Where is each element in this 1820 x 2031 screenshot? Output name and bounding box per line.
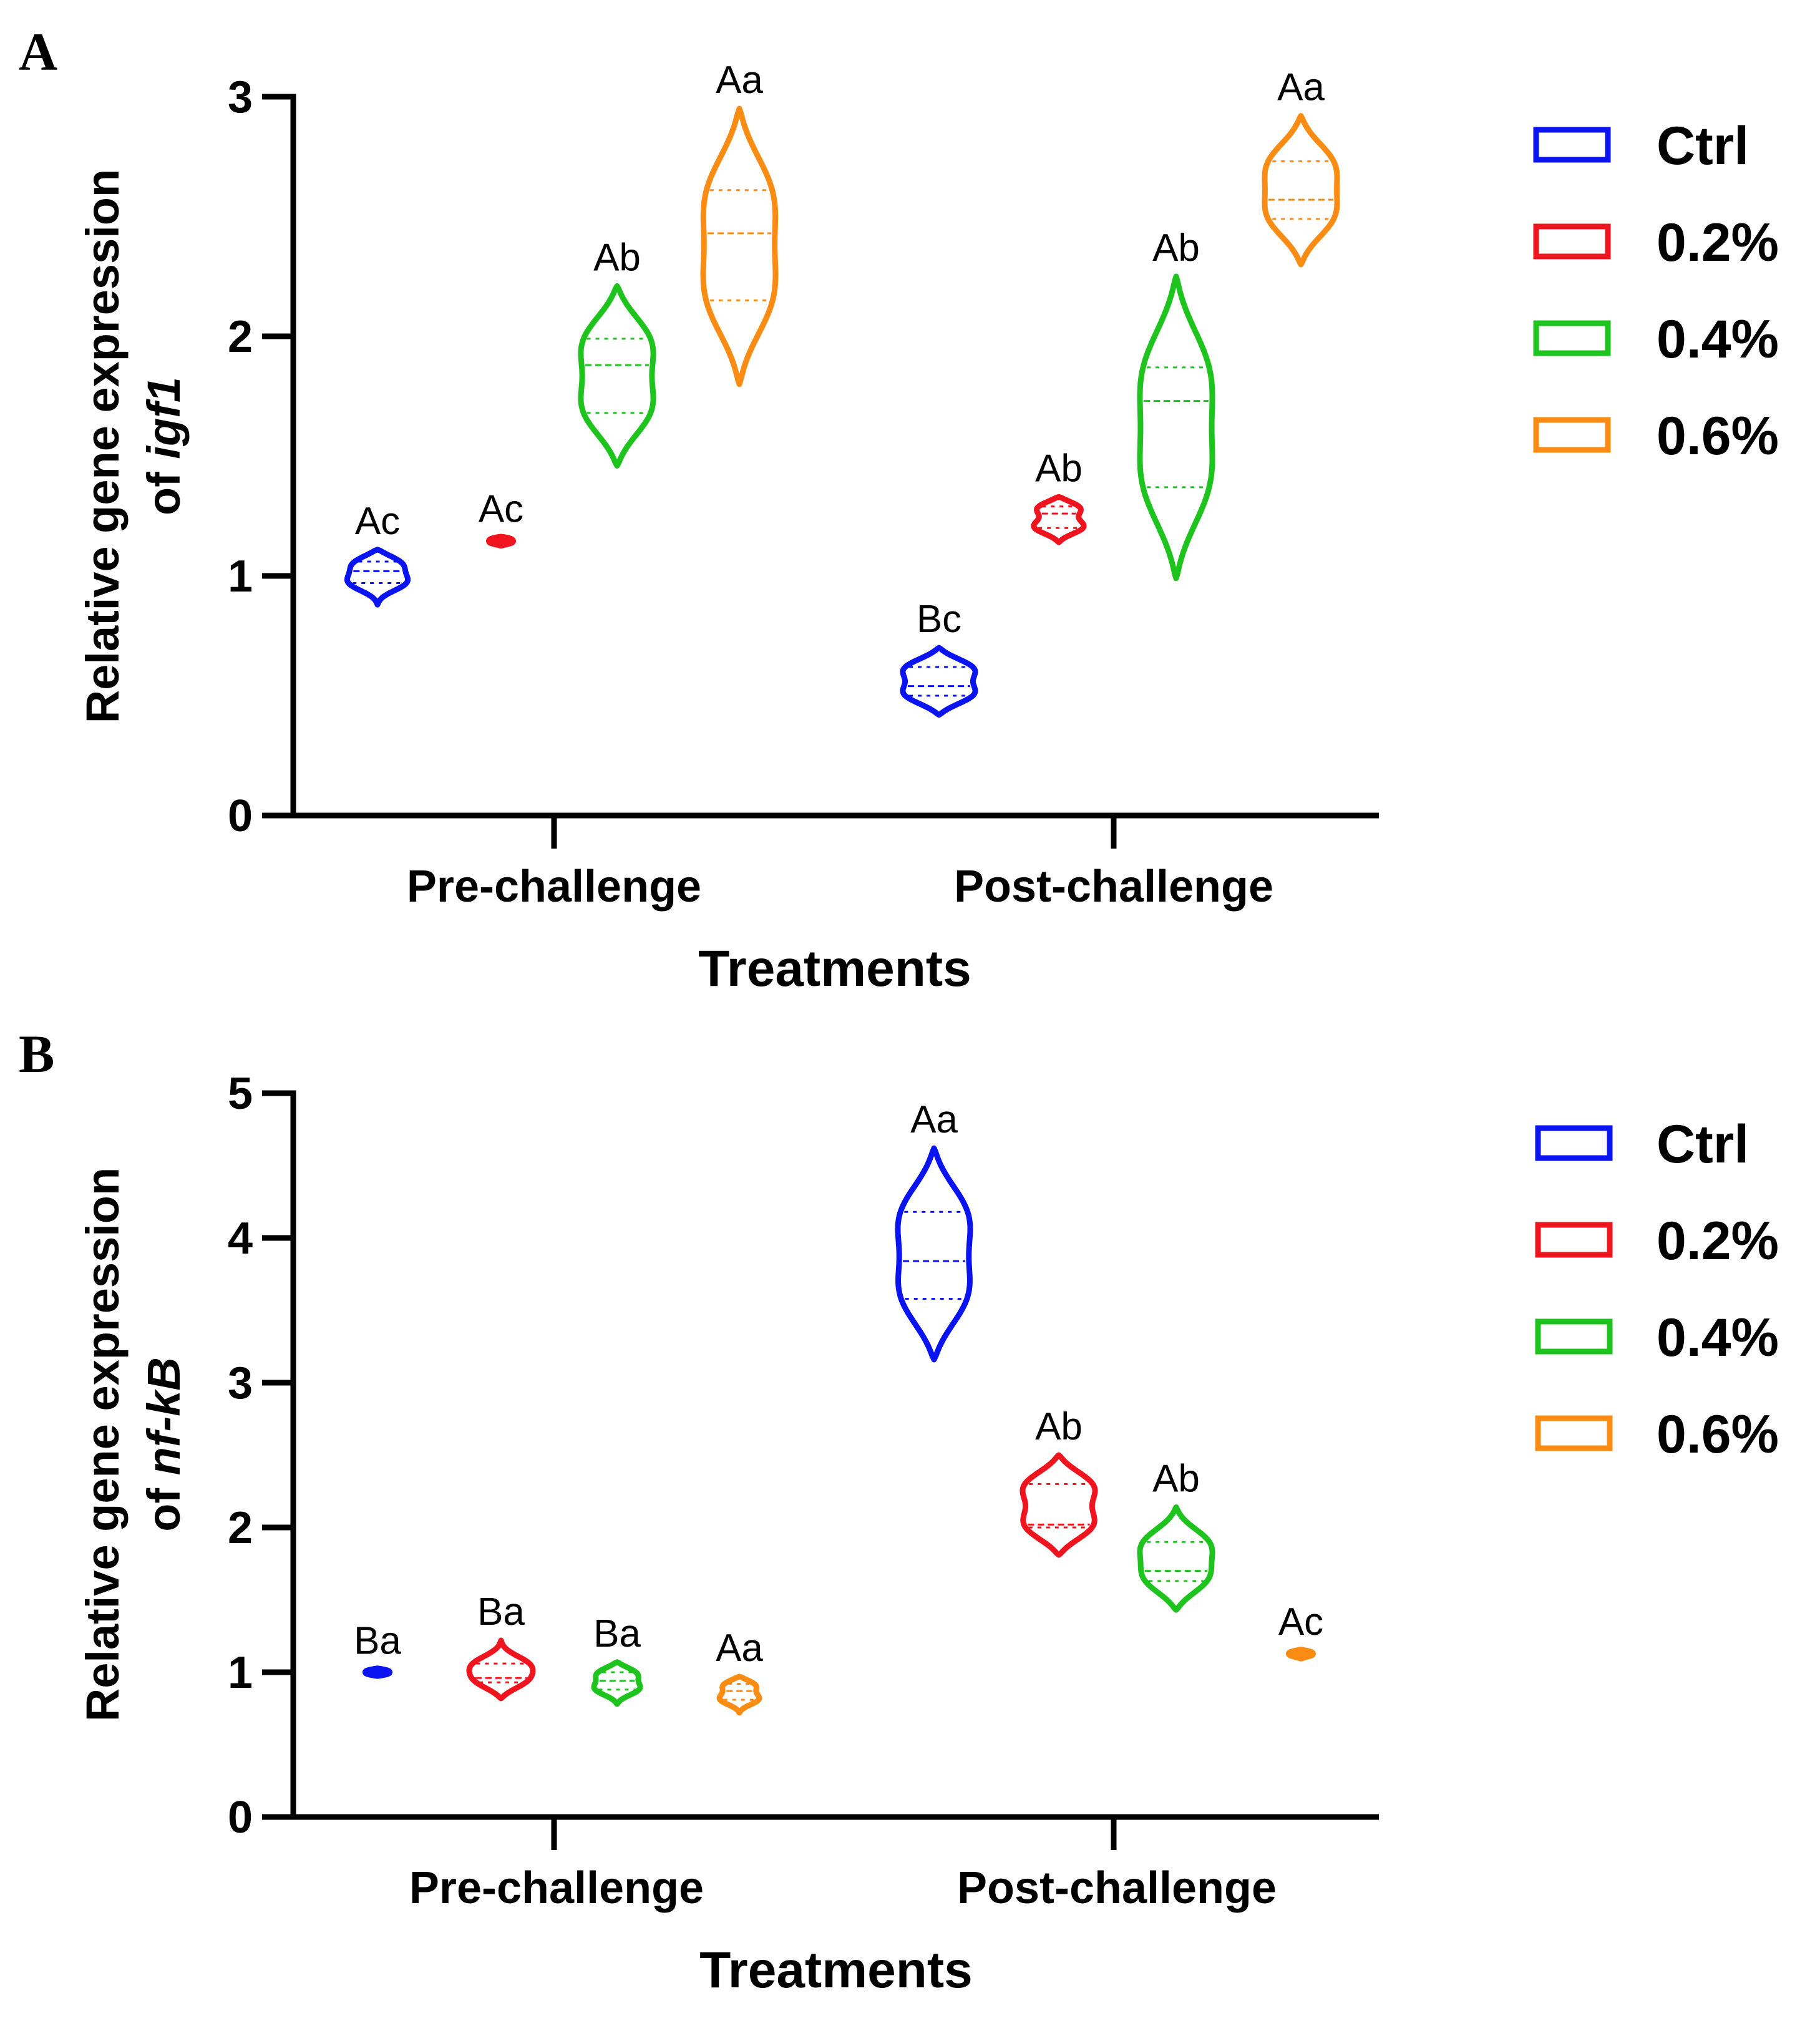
significance-label: Ac: [1278, 1600, 1323, 1644]
violin-a-pre-0: [344, 547, 411, 608]
violin-b-post-3: [1286, 1647, 1316, 1662]
x-axis-title-a: Treatments: [698, 940, 971, 997]
significance-label: Ab: [1152, 1458, 1200, 1501]
violin-b-post-0: [895, 1145, 973, 1363]
legend-b: Ctrl 0.2% 0.4% 0.6%: [1535, 1114, 1779, 1464]
y-axis-title-gene-a: igf1: [138, 377, 190, 459]
significance-label: Aa: [716, 59, 763, 102]
panel-letter-a: A: [19, 22, 57, 82]
y-tick-label-5-b: 5: [228, 1069, 253, 1119]
legend-swatch-02-a: [1533, 223, 1611, 260]
category-label-pre-b: Pre-challenge: [409, 1863, 704, 1913]
legend-label-ctrl-b: Ctrl: [1657, 1114, 1749, 1174]
violin-b-pre-0: [363, 1665, 392, 1679]
y-tick-label-1-a: 1: [228, 552, 253, 602]
significance-label: Ab: [1035, 447, 1083, 490]
y-tick-label-0-a: 0: [228, 791, 253, 841]
legend-swatch-ctrl-a: [1533, 127, 1611, 163]
legend-label-02-b: 0.2%: [1657, 1211, 1779, 1271]
legend-label-06-b: 0.6%: [1657, 1405, 1779, 1464]
violins-b: Ba Aa Ba Ab Ba Ab Aa Ac: [354, 1098, 1323, 1716]
violin-b-post-1: [1019, 1452, 1098, 1558]
x-axis-title-b: Treatments: [699, 1942, 973, 1999]
category-label-post-b: Post-challenge: [957, 1863, 1277, 1913]
legend-swatch-ctrl-b: [1535, 1125, 1613, 1161]
significance-label: Ba: [593, 1612, 641, 1655]
violin-a-post-3: [1262, 113, 1340, 268]
y-tick-label-4-b: 4: [228, 1214, 253, 1264]
significance-label: Ab: [1035, 1405, 1083, 1448]
y-axis-title-prefix-a: of: [138, 459, 190, 515]
legend-label-04-a: 0.4%: [1657, 309, 1779, 369]
significance-label: Ac: [479, 488, 523, 531]
violin-b-post-2: [1137, 1504, 1215, 1613]
legend-label-02-a: 0.2%: [1657, 213, 1779, 273]
panel-b: B Relative gene expression of nf-kB 0 1 …: [19, 1024, 1779, 1999]
violin-a-post-1: [1031, 494, 1087, 545]
panel-letter-b: B: [19, 1024, 54, 1084]
violin-b-pre-2: [591, 1659, 643, 1707]
violin-a-pre-3: [700, 105, 779, 387]
y-axis-title-line1-b: Relative gene expression: [77, 1167, 129, 1722]
y-axis-title-gene-b: nf-kB: [138, 1357, 190, 1475]
significance-label: Ba: [354, 1619, 401, 1662]
y-axis-title-line2-a: of igf1: [138, 377, 190, 515]
legend-swatch-06-a: [1533, 417, 1611, 453]
panel-a: A Relative gene expression of igf1 0 1 2…: [19, 22, 1779, 997]
y-tick-label-2-a: 2: [228, 312, 253, 362]
y-tick-label-3-a: 3: [228, 72, 253, 122]
y-tick-label-2-b: 2: [228, 1503, 253, 1553]
y-axis-title-line2-b: of nf-kB: [138, 1357, 190, 1532]
legend-a: Ctrl 0.2% 0.4% 0.6%: [1533, 116, 1779, 466]
violin-b-pre-1: [466, 1637, 536, 1702]
legend-swatch-06-b: [1535, 1415, 1613, 1451]
y-tick-label-3-b: 3: [228, 1358, 253, 1408]
legend-label-ctrl-a: Ctrl: [1657, 116, 1749, 176]
significance-label: Aa: [716, 1627, 763, 1670]
significance-label: Ac: [355, 500, 400, 543]
significance-label: Aa: [910, 1098, 958, 1141]
violin-a-pre-2: [578, 283, 656, 469]
violin-b-pre-3: [716, 1673, 762, 1716]
violin-a-post-0: [900, 645, 978, 718]
violin-a-pre-1: [486, 533, 516, 549]
category-label-post-a: Post-challenge: [954, 862, 1273, 912]
significance-label: Aa: [1277, 66, 1325, 109]
significance-label: Bc: [917, 598, 961, 641]
violin-a-post-2: [1137, 273, 1215, 582]
y-axis-title-line1-a: Relative gene expression: [77, 169, 129, 723]
y-tick-label-1-b: 1: [228, 1648, 253, 1698]
category-label-pre-a: Pre-challenge: [407, 862, 701, 912]
legend-label-04-b: 0.4%: [1657, 1308, 1779, 1368]
significance-label: Ba: [477, 1590, 525, 1634]
legend-swatch-04-b: [1535, 1318, 1613, 1355]
legend-swatch-02-b: [1535, 1222, 1613, 1258]
significance-label: Ab: [1152, 226, 1200, 270]
significance-label: Ab: [593, 236, 641, 279]
violins-a: Ac Bc Ac Ab Ab Ab Aa Aa: [344, 59, 1340, 718]
y-tick-label-0-b: 0: [228, 1793, 253, 1843]
y-axis-title-prefix-b: of: [138, 1475, 190, 1531]
legend-label-06-a: 0.6%: [1657, 406, 1779, 466]
legend-swatch-04-a: [1533, 320, 1611, 356]
